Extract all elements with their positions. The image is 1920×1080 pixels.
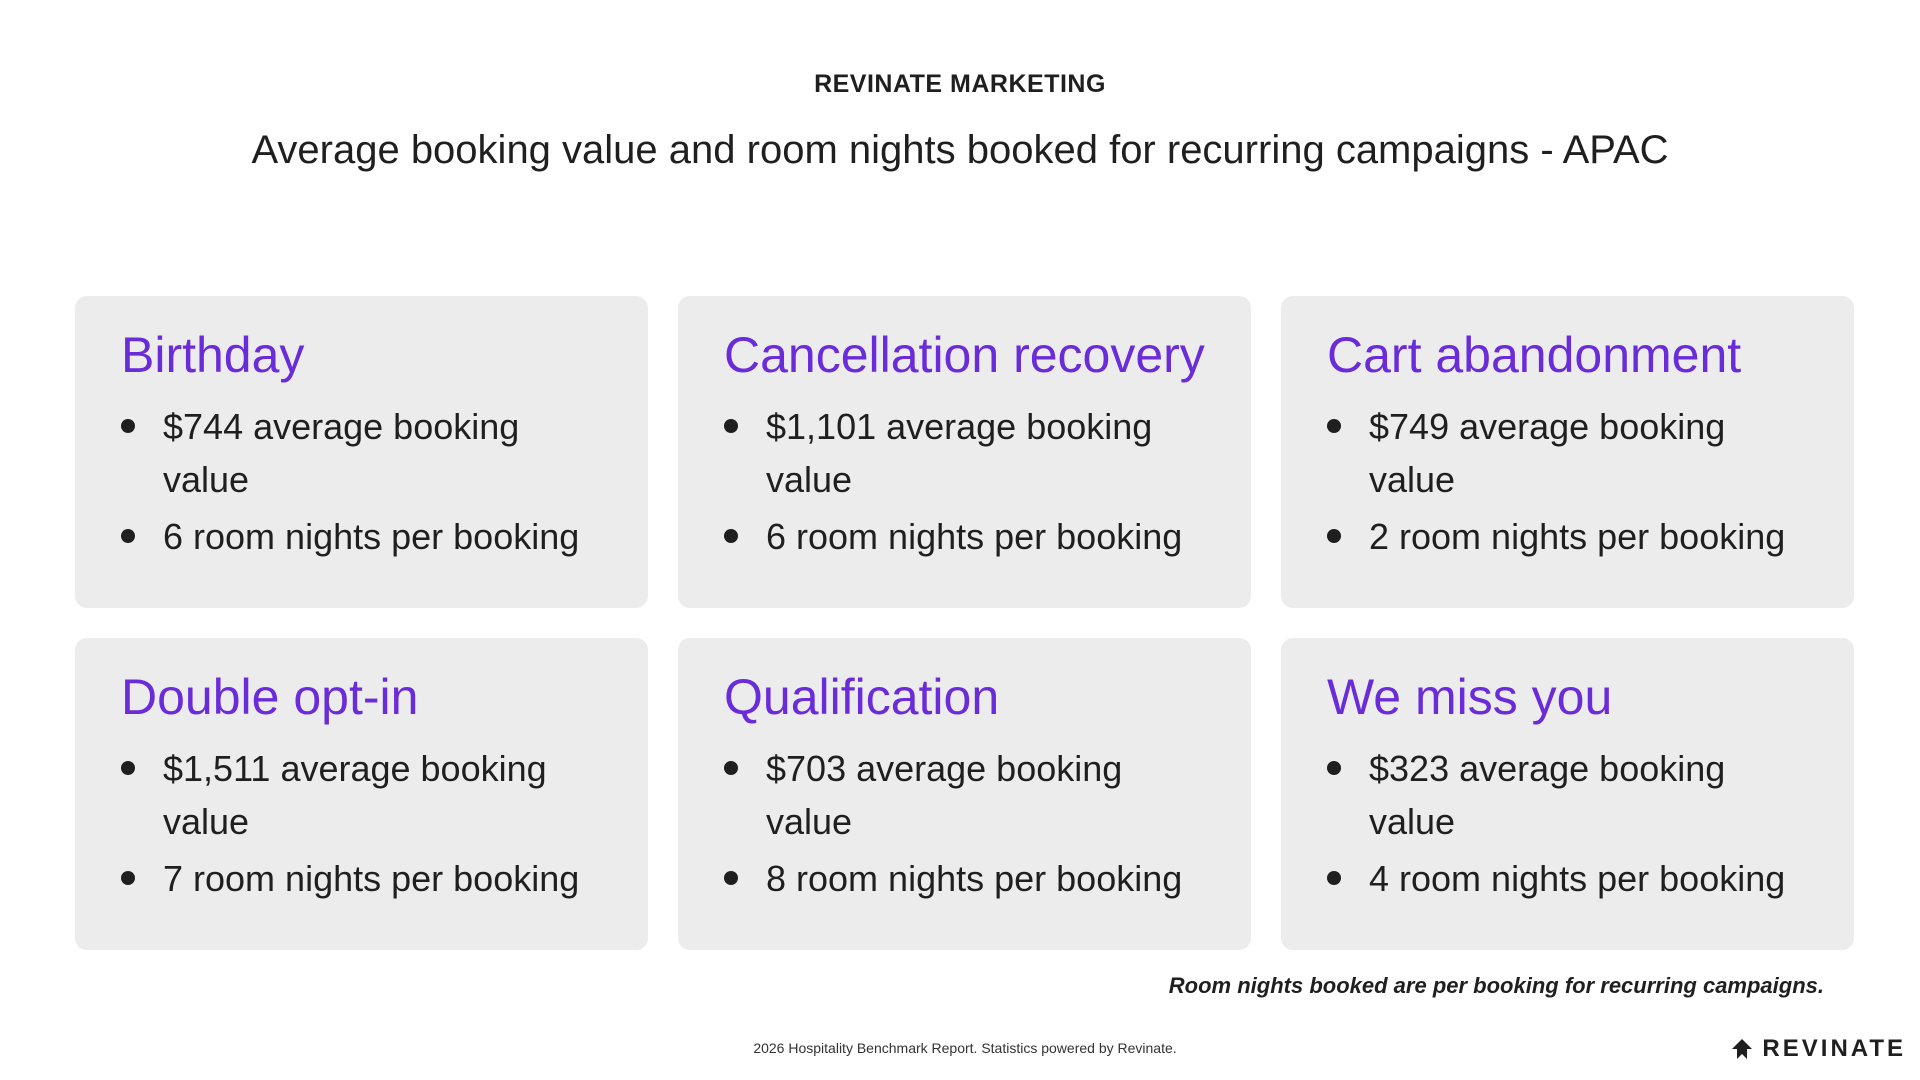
footer-credit: 2026 Hospitality Benchmark Report. Stati…: [753, 1040, 1177, 1056]
list-item: $323 average booking value: [1327, 742, 1818, 848]
card-bullet-list: $744 average booking value 6 room nights…: [121, 400, 612, 563]
eyebrow-label: REVINATE MARKETING: [814, 70, 1106, 98]
bullet-text: 6 room nights per booking: [766, 516, 1183, 557]
bullet-icon: [121, 419, 135, 433]
list-item: $1,101 average booking value: [724, 400, 1215, 506]
bullet-text: 2 room nights per booking: [1369, 516, 1786, 557]
card-bullet-list: $703 average booking value 8 room nights…: [724, 742, 1215, 905]
bullet-icon: [1327, 761, 1341, 775]
campaign-cards-grid: Birthday $744 average booking value 6 ro…: [75, 296, 1855, 950]
list-item: 2 room nights per booking: [1327, 510, 1818, 563]
bullet-icon: [724, 419, 738, 433]
bullet-icon: [121, 529, 135, 543]
bullet-text: 7 room nights per booking: [163, 858, 580, 899]
campaign-card-qualification: Qualification $703 average booking value…: [678, 638, 1251, 950]
card-title: We miss you: [1327, 669, 1613, 725]
bullet-icon: [1327, 419, 1341, 433]
bullet-text: $1,511 average booking value: [163, 748, 547, 842]
bullet-icon: [121, 871, 135, 885]
footnote: Room nights booked are per booking for r…: [1168, 973, 1824, 998]
list-item: 4 room nights per booking: [1327, 852, 1818, 905]
campaign-card-double-opt-in: Double opt-in $1,511 average booking val…: [75, 638, 648, 950]
card-title: Qualification: [724, 669, 1000, 725]
bullet-text: $744 average booking value: [163, 406, 520, 500]
list-item: $744 average booking value: [121, 400, 612, 506]
list-item: 8 room nights per booking: [724, 852, 1215, 905]
list-item: $703 average booking value: [724, 742, 1215, 848]
campaign-card-cart-abandonment: Cart abandonment $749 average booking va…: [1281, 296, 1854, 608]
card-bullet-list: $749 average booking value 2 room nights…: [1327, 400, 1818, 563]
bullet-text: $703 average booking value: [766, 748, 1123, 842]
card-bullet-list: $1,511 average booking value 7 room nigh…: [121, 742, 612, 905]
campaign-card-birthday: Birthday $744 average booking value 6 ro…: [75, 296, 648, 608]
card-bullet-list: $1,101 average booking value 6 room nigh…: [724, 400, 1215, 563]
card-bullet-list: $323 average booking value 4 room nights…: [1327, 742, 1818, 905]
bullet-icon: [1327, 529, 1341, 543]
revinate-logo: REVINATE: [1730, 1035, 1906, 1063]
list-item: 7 room nights per booking: [121, 852, 612, 905]
bullet-icon: [724, 871, 738, 885]
list-item: $1,511 average booking value: [121, 742, 612, 848]
card-title: Birthday: [121, 327, 305, 383]
card-title: Double opt-in: [121, 669, 419, 725]
list-item: $749 average booking value: [1327, 400, 1818, 506]
bullet-icon: [724, 529, 738, 543]
bullet-text: 4 room nights per booking: [1369, 858, 1786, 899]
bullet-text: $749 average booking value: [1369, 406, 1726, 500]
bullet-icon: [724, 761, 738, 775]
bullet-text: 6 room nights per booking: [163, 516, 580, 557]
revinate-logo-icon: [1732, 1039, 1753, 1059]
card-title: Cancellation recovery: [724, 327, 1205, 383]
logo-wordmark: REVINATE: [1762, 1035, 1906, 1062]
bullet-text: 8 room nights per booking: [766, 858, 1183, 899]
bullet-text: $1,101 average booking value: [766, 406, 1153, 500]
bullet-icon: [121, 761, 135, 775]
list-item: 6 room nights per booking: [724, 510, 1215, 563]
list-item: 6 room nights per booking: [121, 510, 612, 563]
bullet-icon: [1327, 871, 1341, 885]
page-title: Average booking value and room nights bo…: [251, 128, 1669, 172]
card-title: Cart abandonment: [1327, 327, 1742, 383]
bullet-text: $323 average booking value: [1369, 748, 1726, 842]
campaign-card-cancellation-recovery: Cancellation recovery $1,101 average boo…: [678, 296, 1251, 608]
campaign-card-we-miss-you: We miss you $323 average booking value 4…: [1281, 638, 1854, 950]
